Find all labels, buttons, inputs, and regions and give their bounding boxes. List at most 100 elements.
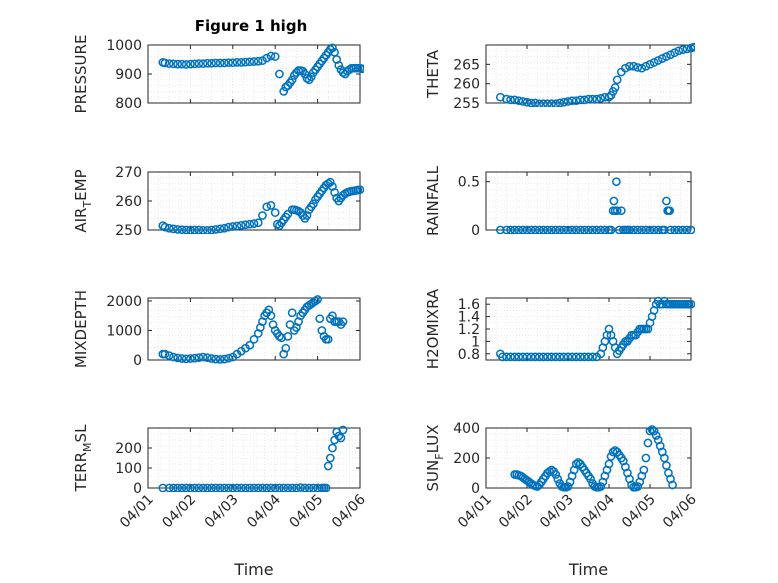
data-point [325, 453, 335, 463]
data-point [592, 225, 602, 234]
data-point [596, 94, 606, 103]
data-point [551, 352, 561, 362]
data-point [588, 352, 597, 362]
data-point [678, 45, 688, 54]
y-axis-label: SUNFLUX [424, 425, 446, 492]
panel-1: 800 900 1000 PRESSURE [72, 35, 364, 114]
data-point [198, 225, 208, 234]
y-axis-label-tail: LUX [424, 425, 442, 454]
data-point [338, 317, 348, 326]
data-point [236, 483, 246, 492]
data-point [266, 51, 276, 61]
data-point [164, 351, 174, 360]
x-axis-label: Time [568, 560, 608, 579]
data-point [609, 196, 619, 206]
data-point [181, 60, 191, 69]
data-point [224, 483, 233, 492]
data-point [571, 96, 581, 106]
data-point [287, 75, 297, 85]
data-point [526, 352, 536, 362]
data-point [621, 63, 630, 73]
y-tick-label: 0 [471, 481, 480, 497]
data-point [236, 58, 246, 67]
data-point [207, 354, 216, 363]
data-point [194, 59, 204, 68]
axes-box [147, 297, 361, 361]
data-point [177, 59, 187, 69]
data-point [580, 352, 589, 362]
y-tick-label: 0.8 [458, 347, 480, 363]
data-point [666, 50, 675, 60]
data-point [610, 83, 620, 92]
data-point [262, 53, 272, 63]
data-point [662, 461, 671, 470]
x-axis-label: Time [233, 560, 273, 579]
series-markers [496, 296, 695, 362]
data-point [253, 56, 263, 66]
series-markers [158, 43, 364, 96]
data-point [563, 97, 573, 106]
y-tick-label: 800 [115, 96, 142, 112]
data-point [580, 95, 589, 105]
data-point [249, 483, 259, 492]
data-point [567, 225, 577, 234]
data-point [283, 332, 293, 341]
data-point [169, 483, 178, 492]
y-axis-label-main: TERR [72, 452, 90, 493]
data-point [177, 354, 187, 363]
y-tick-label: 900 [115, 67, 142, 83]
data-point [502, 225, 511, 234]
y-axis-label-main: SUN [424, 460, 442, 492]
data-point [575, 95, 585, 105]
data-point [637, 225, 647, 234]
y-axis-label: MIXDEPTH [72, 290, 90, 368]
data-point [678, 225, 688, 234]
data-point [270, 52, 280, 61]
data-point [543, 352, 552, 362]
data-point [580, 225, 589, 234]
data-point [498, 352, 507, 362]
data-point [160, 222, 170, 232]
data-point [518, 352, 528, 362]
data-point [275, 483, 284, 492]
data-point [510, 352, 520, 362]
data-point [551, 225, 561, 234]
data-point [522, 225, 532, 234]
data-point [563, 482, 573, 491]
y-tick-label: 255 [453, 96, 480, 112]
data-point [596, 482, 606, 491]
data-point [181, 483, 191, 492]
data-point [674, 46, 684, 56]
data-point [169, 352, 178, 362]
data-point [547, 225, 556, 234]
data-point [653, 225, 663, 234]
panel-4: 0 0.5 RAINFALL [424, 165, 695, 239]
y-axis-label-main: AIR [72, 208, 90, 233]
data-point [670, 225, 679, 234]
data-point [653, 56, 663, 65]
data-point [215, 58, 225, 68]
data-point [219, 223, 229, 233]
data-point [518, 225, 528, 234]
y-tick-label: 200 [115, 441, 142, 457]
y-tick-label: 250 [115, 223, 142, 239]
data-point [567, 96, 577, 106]
y-axis-label: H2OMIXRA [424, 288, 442, 369]
data-point [660, 453, 669, 463]
y-tick-label: 1 [471, 334, 480, 350]
data-point [539, 225, 548, 234]
data-point [203, 58, 212, 68]
data-point [306, 72, 316, 82]
data-point [553, 474, 563, 484]
y-axis-label-main: PRESSURE [72, 35, 90, 114]
data-point [245, 340, 255, 350]
data-point [670, 48, 679, 58]
data-point [682, 44, 692, 54]
data-point [666, 225, 675, 234]
data-point [211, 483, 221, 492]
data-point [629, 225, 638, 234]
data-point [232, 483, 242, 492]
data-point [275, 69, 284, 79]
data-point [315, 314, 325, 324]
